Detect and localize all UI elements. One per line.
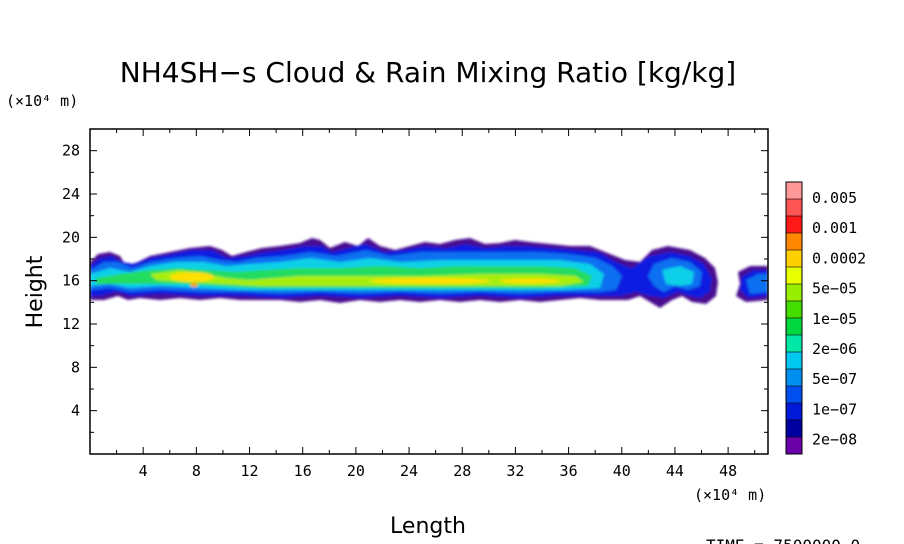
time-label: TIME = 7500000.0: [706, 536, 860, 544]
y-tick-label: 8: [71, 358, 80, 376]
y-tick-label: 20: [62, 228, 80, 246]
y-axis-label: Height: [23, 255, 48, 328]
x-tick-label: 44: [666, 462, 684, 480]
x-axis-ticks: 4 8 12 16 20 24 28 32 36 40 44 48: [116, 129, 756, 480]
colorbar-swatch: [786, 199, 802, 217]
colorbar-label: 2e−08: [812, 431, 857, 449]
colorbar-swatch: [786, 437, 802, 455]
colorbar-swatch: [786, 233, 802, 251]
colorbar: 0.005 0.001 0.0002 5e−05 1e−05 2e−06 5e−07 1e−0…: [785, 181, 866, 455]
x-axis-label: Length: [390, 514, 466, 539]
x-tick-label: 4: [139, 462, 148, 480]
y-axis-ticks: 4 8 12 16 20 24 28: [62, 142, 768, 433]
colorbar-swatch: [786, 386, 802, 404]
x-tick-label: 20: [347, 462, 365, 480]
contour-0.001-spot: [190, 283, 198, 287]
colorbar-label: 1e−07: [812, 400, 857, 418]
x-tick-label: 12: [240, 462, 258, 480]
y-tick-label: 28: [62, 142, 80, 160]
colorbar-swatch: [786, 301, 802, 319]
x-tick-label: 40: [613, 462, 631, 480]
colorbar-swatch: [786, 267, 802, 285]
contour-0.0002-a: [170, 272, 214, 282]
y-tick-label: 16: [62, 272, 80, 290]
colorbar-swatch: [786, 182, 802, 200]
colorbar-label: 0.0002: [812, 249, 866, 267]
x-tick-label: 28: [453, 462, 471, 480]
x-tick-label: 48: [719, 462, 737, 480]
colorbar-label: 1e−05: [812, 310, 857, 328]
contour-2e-06-mid: [662, 266, 694, 286]
colorbar-swatch: [786, 420, 802, 438]
colorbar-label: 0.005: [812, 189, 857, 207]
colorbar-swatch: [786, 318, 802, 336]
chart-title: NH4SH−s Cloud & Rain Mixing Ratio [kg/kg…: [120, 56, 736, 89]
colorbar-label: 5e−05: [812, 280, 857, 298]
colorbar-swatch: [786, 352, 802, 370]
colorbar-label: 0.001: [812, 219, 857, 237]
colorbar-swatch: [786, 369, 802, 387]
y-tick-label: 12: [62, 315, 80, 333]
y-unit-label: (×10⁴ m): [6, 92, 78, 110]
contour-5e-07-right: [746, 274, 768, 294]
colorbar-swatch: [786, 335, 802, 353]
colorbar-swatch: [786, 250, 802, 268]
contour-0.0002-b: [370, 278, 490, 284]
colorbar-swatch: [786, 284, 802, 302]
colorbar-swatch: [786, 216, 802, 234]
x-tick-label: 8: [192, 462, 201, 480]
contour-0.0002-c: [500, 278, 560, 284]
y-tick-label: 4: [71, 402, 80, 420]
plot-frame: [89, 128, 769, 455]
y-tick-label: 24: [62, 185, 80, 203]
x-unit-label: (×10⁴ m): [694, 486, 766, 504]
colorbar-label: 2e−06: [812, 340, 857, 358]
colorbar-swatch: [786, 403, 802, 421]
heatmap-field: [90, 238, 768, 308]
x-tick-label: 36: [560, 462, 578, 480]
colorbar-label: 5e−07: [812, 370, 857, 388]
x-tick-label: 32: [506, 462, 524, 480]
x-tick-label: 24: [400, 462, 418, 480]
cloud-band: [90, 238, 768, 308]
x-tick-label: 16: [294, 462, 312, 480]
